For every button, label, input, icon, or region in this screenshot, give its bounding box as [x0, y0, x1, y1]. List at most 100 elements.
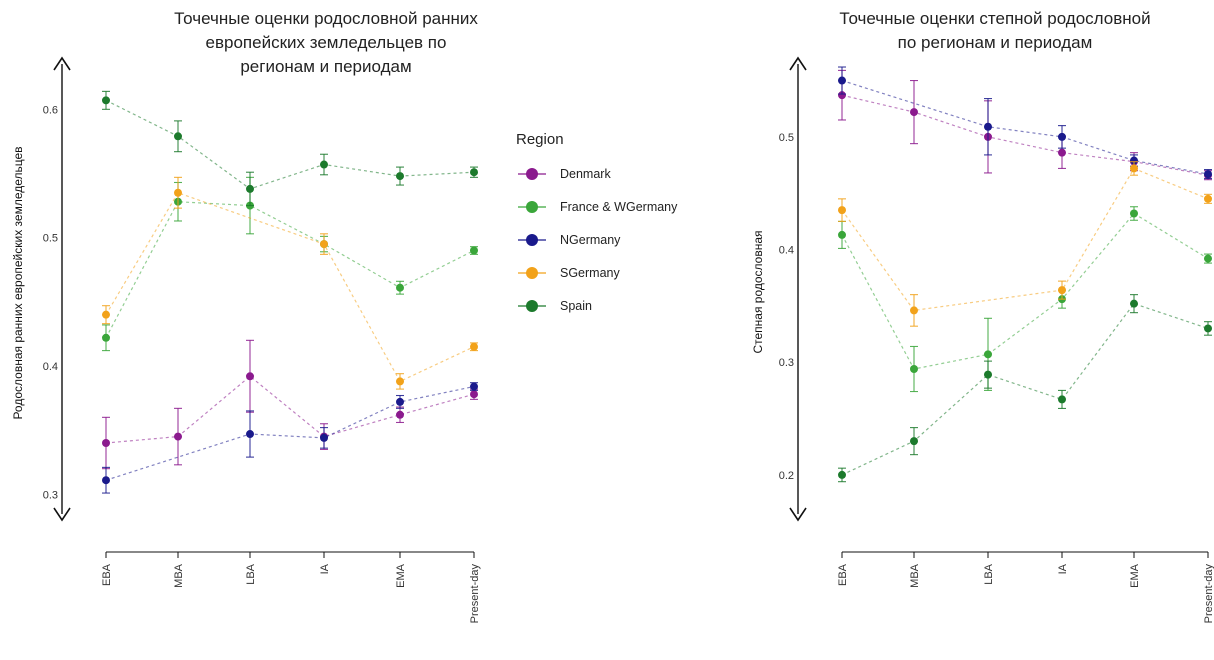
data-point — [396, 410, 404, 419]
series-line — [841, 167, 1209, 312]
data-point — [470, 382, 478, 391]
data-point — [470, 246, 478, 255]
data-point — [174, 132, 182, 141]
legend-label: Denmark — [560, 167, 611, 181]
data-point — [470, 342, 478, 351]
y-axis-arrow-down-icon — [789, 507, 807, 522]
series-line — [105, 385, 475, 481]
x-tick-label: EMA — [395, 563, 407, 588]
data-point — [1130, 156, 1138, 165]
series — [838, 206, 1212, 393]
legend-label: Spain — [560, 299, 592, 313]
data-point — [470, 168, 478, 177]
chart-title-line: по регионам и периодам — [898, 33, 1093, 52]
data-point — [1058, 395, 1066, 404]
data-point — [910, 306, 918, 315]
x-tick-label: MBA — [173, 563, 185, 588]
legend-label: NGermany — [560, 233, 621, 247]
data-point — [102, 333, 110, 342]
x-tick-label: LBA — [245, 563, 257, 584]
data-point — [246, 184, 254, 193]
data-point — [838, 76, 846, 85]
data-point — [174, 188, 182, 197]
y-tick-label: 0.6 — [43, 104, 58, 116]
chart-early-farmer-ancestry: Точечные оценки родословной ранних европе… — [11, 9, 481, 623]
data-point — [1130, 299, 1138, 308]
x-tick-label: Present-day — [469, 564, 481, 624]
y-tick-label: 0.3 — [779, 357, 794, 369]
data-point — [396, 377, 404, 386]
x-tick-label: Present-day — [1203, 564, 1214, 624]
series — [102, 339, 478, 470]
data-point — [910, 365, 918, 374]
legend-item: SGermany — [518, 266, 620, 280]
legend-marker — [526, 300, 538, 312]
series-line — [841, 79, 1209, 175]
data-point — [1204, 254, 1212, 263]
data-point — [320, 160, 328, 169]
data-point — [174, 432, 182, 441]
y-axis-label: Родословная ранних европейских земледель… — [11, 146, 25, 419]
data-point — [1130, 209, 1138, 218]
data-point — [396, 397, 404, 406]
series-line — [105, 201, 475, 339]
y-axis-arrow-down-icon — [53, 507, 71, 522]
x-tick-label: LBA — [983, 563, 995, 584]
legend-marker — [526, 267, 538, 279]
data-point — [838, 206, 846, 215]
x-tick-label: EMA — [1129, 563, 1141, 588]
data-point — [320, 433, 328, 442]
x-tick-label: IA — [1057, 563, 1069, 574]
legend-title: Region — [516, 131, 564, 148]
chart-title-line: регионам и периодам — [240, 57, 411, 76]
data-point — [1204, 324, 1212, 333]
data-point — [984, 122, 992, 131]
y-tick-label: 0.5 — [43, 233, 58, 245]
x-tick-label: IA — [319, 563, 331, 574]
chart-steppe-ancestry: Точечные оценки степной родословной по ре… — [751, 9, 1214, 623]
legend-item: NGermany — [518, 233, 621, 247]
y-tick-label: 0.4 — [779, 245, 794, 257]
data-point — [102, 310, 110, 319]
series-line — [841, 212, 1209, 370]
series — [838, 66, 1212, 180]
data-point — [246, 372, 254, 381]
data-point — [1058, 286, 1066, 295]
series — [102, 176, 478, 390]
legend-item: Spain — [518, 299, 592, 313]
chart-title-line: европейских земледельцев по — [206, 33, 447, 52]
data-point — [102, 96, 110, 105]
data-point — [910, 437, 918, 446]
x-tick-label: EBA — [101, 563, 113, 586]
series — [838, 161, 1212, 327]
y-axis-label: Степная родословная — [751, 230, 765, 353]
legend-label: France & WGermany — [560, 200, 678, 214]
legend-marker — [526, 234, 538, 246]
data-point — [984, 370, 992, 379]
series-line — [105, 99, 475, 190]
chart-title-line: Точечные оценки родословной ранних — [174, 9, 478, 28]
data-point — [838, 91, 846, 100]
data-point — [396, 283, 404, 292]
data-point — [1058, 148, 1066, 157]
series — [102, 90, 478, 207]
series-line — [105, 192, 475, 383]
series-line — [841, 302, 1209, 476]
data-point — [396, 172, 404, 181]
legend-item: Denmark — [518, 167, 611, 181]
legend-marker — [526, 168, 538, 180]
data-point — [1204, 194, 1212, 203]
y-tick-label: 0.3 — [43, 489, 58, 501]
data-point — [1058, 132, 1066, 141]
data-point — [910, 108, 918, 117]
legend-label: SGermany — [560, 266, 620, 280]
data-point — [102, 476, 110, 485]
data-point — [1130, 164, 1138, 173]
data-point — [102, 439, 110, 447]
x-tick-label: EBA — [837, 563, 849, 586]
data-point — [1204, 170, 1212, 179]
y-tick-label: 0.2 — [779, 470, 794, 482]
data-point — [984, 350, 992, 359]
series — [102, 176, 478, 352]
